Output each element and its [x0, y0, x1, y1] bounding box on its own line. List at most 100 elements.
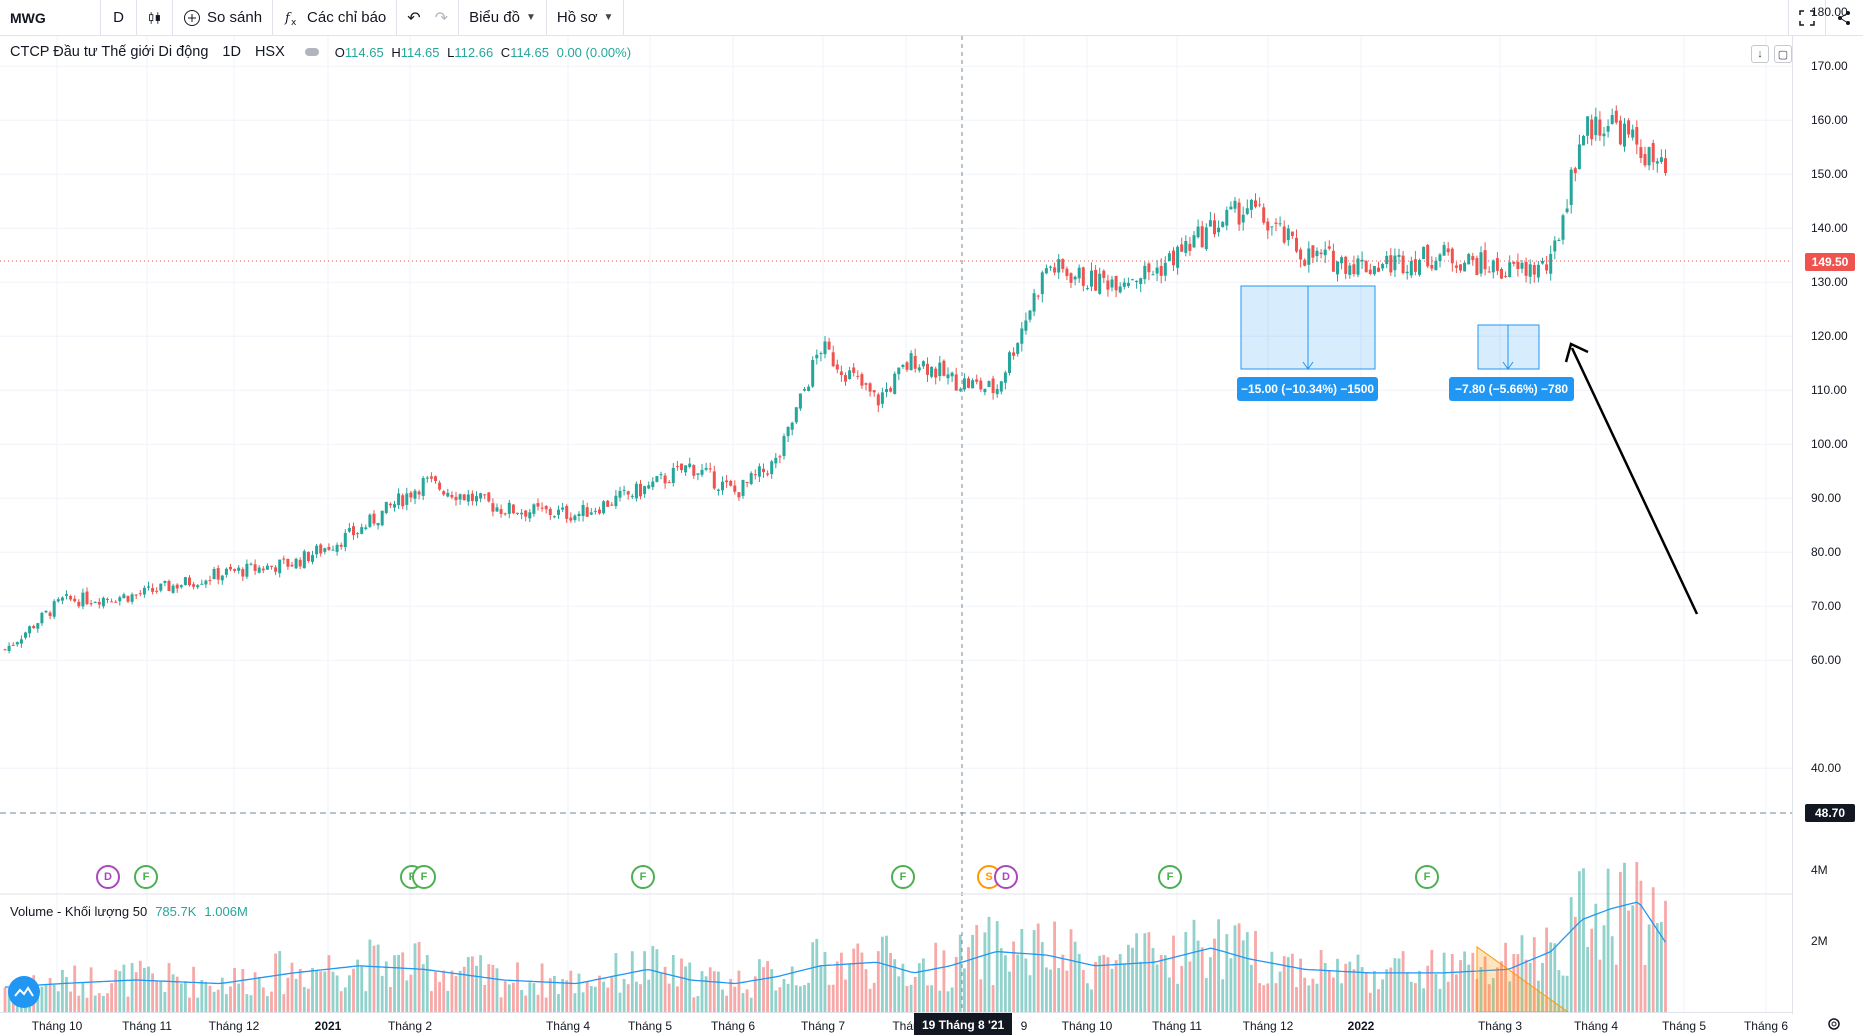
chart-style-button[interactable]: [137, 0, 173, 36]
volume-bar: [1028, 975, 1032, 1012]
candle: [1155, 260, 1159, 282]
fullscreen-button[interactable]: [1788, 0, 1824, 36]
candle-body: [876, 394, 880, 406]
candle-body: [885, 389, 888, 393]
candle-body: [397, 493, 401, 506]
measure-box-1[interactable]: [1240, 285, 1376, 370]
candle: [1651, 139, 1655, 171]
candle: [856, 370, 860, 380]
candle-body: [585, 507, 589, 517]
volume-bar: [835, 961, 839, 1012]
candle-body: [1368, 269, 1372, 274]
event-marker-f[interactable]: F: [1158, 865, 1182, 889]
candle-body: [565, 505, 569, 519]
candle-body: [138, 593, 142, 595]
candle-body: [347, 528, 351, 532]
volume-bar: [815, 938, 819, 1012]
candle-body: [1008, 352, 1011, 373]
visibility-toggle-icon[interactable]: [304, 48, 319, 56]
candle-body: [839, 371, 843, 375]
volume-bar: [36, 992, 40, 1012]
candle: [1659, 149, 1663, 164]
candle-body: [1098, 273, 1102, 294]
event-marker-f[interactable]: F: [631, 865, 655, 889]
candle: [1126, 277, 1130, 288]
candle-body: [81, 592, 85, 607]
legend-ohlc: O114.65 H114.65 L112.66 C114.65 0.00 (0.…: [334, 44, 632, 60]
volume-bar: [1619, 871, 1622, 1012]
volume-legend: Volume - Khối lượng 50 785.7K 1.006M: [10, 904, 248, 919]
candle: [1106, 274, 1110, 297]
candle: [995, 384, 999, 398]
candle: [77, 599, 81, 609]
redo-icon[interactable]: ↷: [434, 9, 449, 27]
event-marker-f[interactable]: F: [134, 865, 158, 889]
volume-tick: 4M: [1811, 862, 1828, 877]
volume-bar: [1081, 969, 1085, 1012]
candle-body: [844, 375, 847, 382]
move-pane-down-button[interactable]: ↓: [1751, 45, 1769, 63]
volume-bar: [397, 954, 400, 1012]
share-button[interactable]: [1825, 0, 1861, 36]
candle: [901, 363, 905, 369]
candle-body: [872, 390, 876, 393]
candle: [1340, 255, 1344, 270]
candle: [1582, 134, 1585, 146]
volume-bar: [639, 984, 642, 1012]
measure-box-2[interactable]: [1477, 324, 1540, 370]
compare-button[interactable]: So sánh: [173, 0, 274, 36]
candle: [1360, 251, 1364, 269]
candle: [376, 522, 380, 530]
volume-bar: [335, 975, 339, 1012]
candle-body: [1114, 275, 1118, 291]
interval-button[interactable]: D: [101, 0, 137, 36]
event-marker-f[interactable]: F: [412, 865, 436, 889]
legend-high: 114.65: [400, 44, 440, 60]
candle: [1483, 242, 1487, 276]
volume-bar: [589, 985, 593, 1012]
volume-bar: [995, 921, 999, 1012]
candle: [1450, 247, 1454, 272]
candle-body: [167, 580, 171, 592]
maximize-pane-button[interactable]: ▢: [1774, 45, 1792, 63]
chart-menu-button[interactable]: Biểu đồ ▼: [459, 0, 547, 36]
volume-bar: [1360, 967, 1364, 1012]
candle-body: [729, 480, 733, 486]
candle-body: [270, 565, 273, 567]
volume-bar: [1524, 959, 1528, 1012]
event-marker-d[interactable]: D: [994, 865, 1018, 889]
triangle-drawing[interactable]: [1476, 946, 1569, 1012]
candle-body: [1647, 147, 1651, 166]
time-axis[interactable]: Tháng 10 Tháng 11 Tháng 12 2021 Tháng 2 Tháng…: [0, 1012, 1840, 1035]
volume-bar: [1418, 970, 1421, 1012]
profile-menu-button[interactable]: Hồ sơ ▼: [547, 0, 625, 36]
candle: [220, 574, 224, 585]
candle-body: [89, 603, 93, 605]
volume-bar: [712, 971, 716, 1012]
settings-gear-icon[interactable]: [1826, 1016, 1842, 1032]
candle: [1561, 213, 1565, 245]
candle: [667, 479, 671, 484]
candle-body: [183, 577, 187, 585]
candle-body: [552, 516, 556, 518]
volume-bar: [188, 997, 191, 1012]
price-chart[interactable]: [0, 36, 1792, 1012]
price-axis[interactable]: 190.00180.00170.00160.00150.00140.00130.…: [1792, 5, 1863, 1014]
volume-bar: [409, 974, 413, 1012]
candle: [1233, 197, 1237, 213]
volume-bar: [1311, 978, 1315, 1012]
candle: [1295, 229, 1298, 253]
event-marker-f[interactable]: F: [1415, 865, 1439, 889]
undo-icon[interactable]: ↶: [407, 9, 421, 27]
candle-body: [302, 551, 306, 569]
candle: [1356, 255, 1360, 278]
volume-bar: [827, 984, 831, 1012]
arrow-drawing[interactable]: [1564, 342, 1699, 615]
logo-icon[interactable]: [8, 976, 40, 1008]
candle-body: [901, 364, 905, 368]
candle: [1631, 124, 1635, 141]
event-marker-d[interactable]: D: [96, 865, 120, 889]
event-marker-f[interactable]: F: [891, 865, 915, 889]
symbol-search-button[interactable]: MWG: [0, 0, 101, 36]
